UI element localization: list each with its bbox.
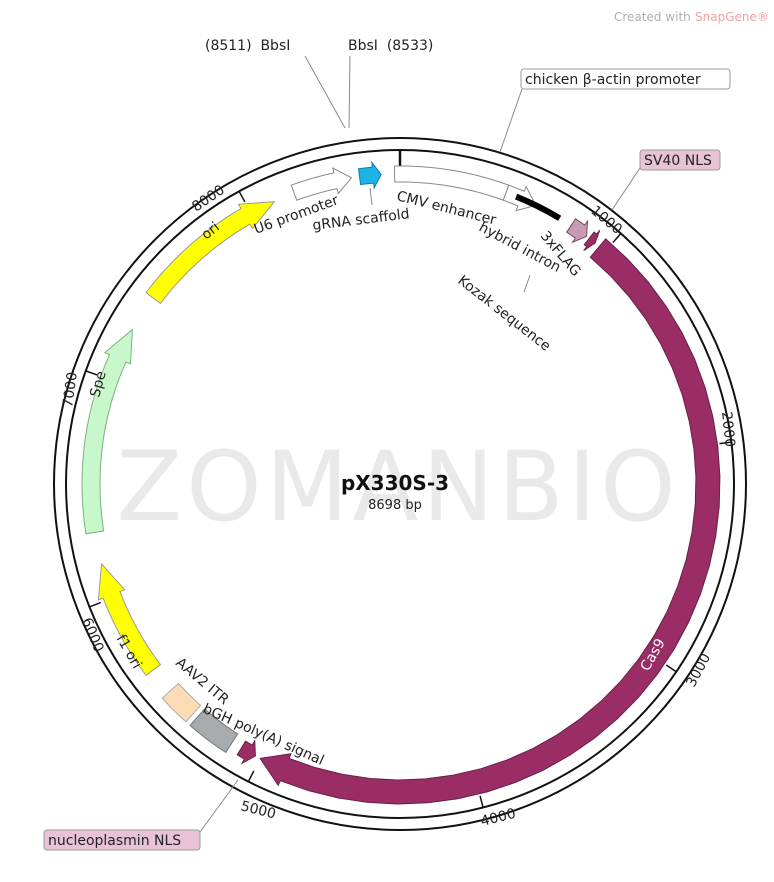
label-box — [639, 149, 721, 171]
spe — [81, 328, 133, 535]
grna-scaffold — [357, 160, 382, 190]
tick — [238, 190, 246, 203]
leader — [523, 274, 531, 293]
tick-label: 5000 — [239, 798, 277, 822]
f1-ori — [97, 562, 162, 677]
credit-brand: SnapGene® — [695, 10, 769, 24]
npm-nls — [236, 738, 256, 765]
leader — [369, 187, 373, 206]
sv40-nls — [583, 229, 601, 252]
site-label: (8511) BbsI — [205, 38, 290, 54]
bgh — [189, 708, 239, 754]
u6-promoter — [290, 167, 353, 201]
tick — [85, 370, 98, 376]
tick — [247, 770, 255, 782]
leader — [499, 88, 523, 153]
tick — [612, 232, 622, 243]
tick-label: 7000 — [60, 371, 81, 409]
credit-prefix: Created with — [614, 10, 691, 24]
label-box — [520, 68, 731, 90]
feature-label: SV40 NLS — [644, 153, 712, 169]
cas9 — [259, 238, 721, 805]
feature-label: Spe — [87, 369, 109, 399]
tick — [719, 441, 732, 445]
feature-label: nucleoplasmin NLS — [48, 833, 181, 849]
watermark: ZOMANBIO — [116, 431, 679, 543]
leader — [304, 55, 346, 129]
tick-label: 4000 — [479, 806, 517, 830]
outer-ring — [53, 137, 747, 831]
leader — [611, 167, 641, 211]
tick-label: 2000 — [718, 411, 738, 448]
ori — [145, 201, 276, 305]
plasmid-name: pX330S-3 — [341, 471, 449, 495]
hybrid-intron — [514, 193, 562, 221]
aav2-itr — [161, 682, 202, 723]
tick — [479, 795, 484, 808]
feature-label: chicken β-actin promoter — [525, 72, 701, 88]
site-label: BbsI (8533) — [348, 38, 433, 54]
tick-label: 3000 — [683, 651, 714, 690]
leader — [199, 779, 239, 833]
leader — [348, 55, 351, 129]
feature-label: Kozak sequence — [455, 273, 554, 355]
plasmid-length: 8698 bp — [368, 498, 422, 513]
tick — [665, 664, 677, 673]
label-box — [43, 829, 201, 851]
shapes — [53, 137, 747, 831]
flag — [565, 218, 589, 244]
tick — [89, 601, 101, 608]
